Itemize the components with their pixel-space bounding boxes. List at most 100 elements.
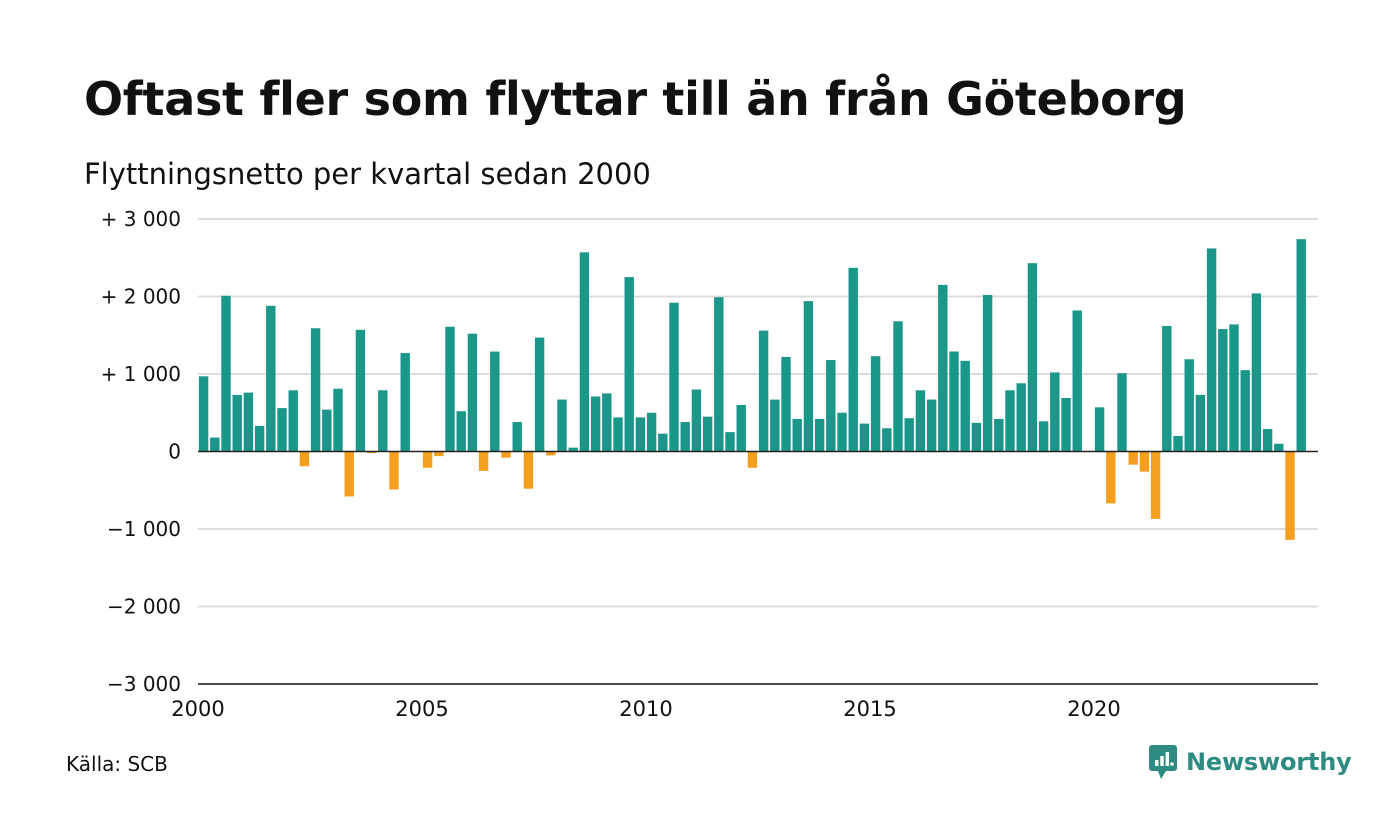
bar-2007-q1 — [512, 422, 522, 452]
bar-2020-q2 — [1106, 451, 1116, 504]
bar-2021-q2 — [1150, 451, 1161, 519]
bar-2019-q1 — [1050, 372, 1060, 452]
x-tick-label: 2020 — [1067, 697, 1120, 721]
bar-2022-q4 — [1218, 329, 1228, 452]
bar-2024-q1 — [1274, 443, 1284, 452]
bar-2002-q1 — [288, 390, 298, 452]
bar-2010-q3 — [669, 302, 679, 452]
y-tick-label: −3 000 — [107, 672, 181, 696]
y-tick-label: + 1 000 — [101, 362, 181, 386]
bar-2015-q4 — [904, 418, 914, 452]
bar-2012-q2 — [747, 451, 758, 468]
bar-2005-q2 — [434, 451, 444, 457]
bar-2023-q2 — [1240, 370, 1250, 452]
bar-2019-q2 — [1061, 398, 1071, 452]
bar-2020-q4 — [1128, 451, 1138, 465]
bar-2009-q1 — [602, 393, 612, 452]
y-tick-label: −2 000 — [107, 595, 181, 619]
bar-2011-q3 — [714, 297, 724, 452]
bar-2016-q2 — [926, 399, 937, 452]
bar-2023-q4 — [1262, 429, 1273, 452]
bar-2015-q1 — [870, 356, 881, 452]
bar-2017-q2 — [971, 422, 982, 452]
bar-2020-q3 — [1117, 373, 1127, 452]
bar-2010-q1 — [646, 412, 657, 452]
bar-2009-q3 — [624, 277, 634, 452]
bar-2003-q3 — [355, 329, 366, 452]
bar-2023-q3 — [1251, 293, 1262, 452]
brand-name: Newsworthy — [1186, 748, 1352, 776]
axes — [198, 450, 1318, 685]
bar-2011-q4 — [725, 432, 735, 452]
bar-2002-q2 — [299, 451, 310, 467]
bar-2013-q1 — [781, 356, 791, 452]
bar-2010-q4 — [680, 422, 690, 452]
bar-2001-q3 — [266, 305, 276, 452]
bar-2009-q4 — [635, 417, 646, 452]
bar-2007-q2 — [523, 451, 534, 489]
newsworthy-logo-icon — [1149, 745, 1177, 779]
bar-2013-q2 — [792, 418, 802, 452]
chart-subtitle: Flyttningsnetto per kvartal sedan 2000 — [84, 157, 651, 191]
bar-2011-q2 — [702, 416, 713, 452]
bar-2001-q1 — [243, 392, 254, 452]
bar-2000-q4 — [232, 394, 242, 452]
bar-2014-q2 — [837, 412, 847, 452]
bar-2024-q2 — [1285, 451, 1295, 540]
bar-2022-q2 — [1195, 394, 1206, 452]
bar-2022-q3 — [1206, 248, 1217, 452]
bar-2017-q4 — [994, 418, 1004, 452]
bar-2017-q3 — [982, 294, 993, 452]
bar-2020-q1 — [1094, 407, 1105, 452]
bar-2000-q2 — [210, 437, 220, 452]
bar-2021-q1 — [1139, 451, 1150, 472]
bar-2014-q1 — [826, 360, 836, 452]
bar-2003-q1 — [333, 388, 343, 452]
bar-2004-q2 — [389, 451, 399, 490]
bar-2008-q2 — [568, 447, 578, 452]
bar-2018-q2 — [1016, 383, 1026, 452]
bar-2014-q4 — [859, 423, 870, 452]
bar-2006-q2 — [478, 451, 489, 471]
bar-2004-q3 — [400, 353, 410, 452]
bar-2021-q4 — [1173, 436, 1183, 452]
bar-2013-q4 — [814, 418, 825, 452]
bar-2002-q3 — [310, 328, 321, 452]
bar-2003-q2 — [344, 451, 354, 497]
bar-2018-q4 — [1038, 421, 1049, 452]
bar-2001-q2 — [254, 425, 265, 452]
bar-2010-q2 — [658, 433, 668, 452]
bar-2016-q1 — [915, 390, 926, 452]
bar-2006-q3 — [490, 351, 500, 452]
x-tick-label: 2005 — [395, 697, 448, 721]
y-tick-label: + 3 000 — [101, 207, 181, 231]
y-tick-label: + 2 000 — [101, 285, 181, 309]
x-tick-label: 2010 — [619, 697, 672, 721]
x-axis-labels: 2000 2005 2010 2015 2020 — [171, 697, 1120, 721]
bar-2015-q2 — [882, 428, 892, 452]
bar-2013-q3 — [803, 301, 814, 452]
bar-2019-q3 — [1072, 310, 1082, 452]
bar-2000-q1 — [198, 376, 209, 452]
bar-2014-q3 — [848, 267, 858, 452]
bar-2000-q3 — [221, 295, 231, 452]
x-tick-label: 2000 — [171, 697, 224, 721]
bar-2015-q3 — [893, 321, 903, 452]
bar-2003-q4 — [366, 451, 377, 454]
y-tick-label: 0 — [168, 440, 181, 464]
bar-2006-q1 — [467, 333, 478, 452]
chart-title: Oftast fler som flyttar till än från Göt… — [84, 72, 1187, 126]
bar-2001-q4 — [277, 408, 287, 452]
bar-2008-q4 — [590, 396, 601, 452]
bar-2017-q1 — [960, 360, 970, 452]
bar-2007-q4 — [546, 451, 556, 456]
bar-2018-q1 — [1005, 390, 1015, 452]
bar-2012-q1 — [736, 405, 746, 452]
bar-2005-q3 — [445, 326, 455, 452]
brand-logo[interactable]: Newsworthy — [1148, 743, 1352, 781]
bar-2012-q3 — [758, 330, 769, 452]
bar-2016-q3 — [938, 284, 948, 452]
y-axis-labels: + 3 000 + 2 000 + 1 000 0 −1 000 −2 000 −3 000 — [101, 207, 181, 696]
bar-2002-q4 — [322, 409, 332, 452]
bar-2007-q3 — [534, 337, 545, 452]
